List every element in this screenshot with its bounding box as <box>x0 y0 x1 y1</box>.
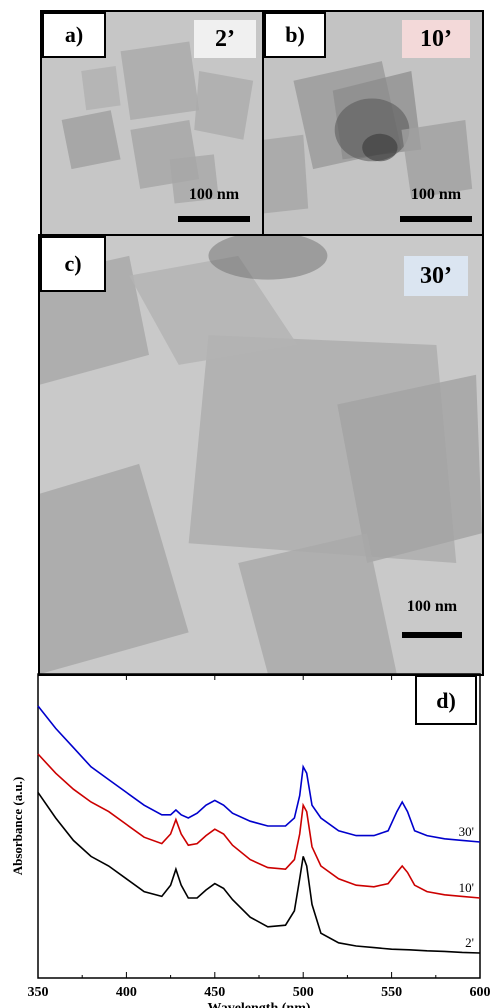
scale-bar-line-b <box>400 216 472 222</box>
absorbance-chart: 350 400 450 500 550 600 Wavelength (nm) Absorba… <box>10 673 491 1008</box>
series-label-0: 30' <box>459 824 474 839</box>
x-axis-label: Wavelength (nm) <box>207 1001 310 1008</box>
scale-bar-label-c: 100 nm <box>406 598 458 615</box>
panel-label-a: a) <box>42 12 106 58</box>
series-line-2 <box>37 791 481 954</box>
x-tick-label-4: 550 <box>381 985 402 1000</box>
panel-label-d-box <box>415 675 477 725</box>
plot-frame <box>37 673 481 979</box>
x-tick-label-0: 350 <box>28 985 49 1000</box>
scale-bar-label-a: 100 nm <box>188 186 240 203</box>
panel-label-c: c) <box>40 236 106 292</box>
time-label-c: 30’ <box>404 256 468 296</box>
time-label-b: 10’ <box>402 20 470 58</box>
tem-image-c <box>40 236 482 674</box>
x-tick-label-1: 400 <box>116 985 137 1000</box>
series-label-2: 2' <box>465 935 474 950</box>
series-label-1: 10' <box>459 880 474 895</box>
scale-bar-b: 100 nm <box>400 186 472 222</box>
scale-bar-line-a <box>178 216 250 222</box>
y-axis-label: Absorbance (a.u.) <box>10 777 25 876</box>
scale-bar-a: 100 nm <box>178 186 250 222</box>
scale-bar-line-c <box>402 632 462 638</box>
tem-panel-c: c) 30’ 100 nm <box>38 234 484 676</box>
time-label-a: 2’ <box>194 20 256 58</box>
panel-label-d: d) <box>436 688 456 713</box>
series-line-1 <box>37 753 481 899</box>
scale-bar-c: 100 nm <box>402 598 462 638</box>
x-tick-label-2: 450 <box>204 985 225 1000</box>
series-line-0 <box>37 705 481 843</box>
x-tick-label-3: 500 <box>293 985 314 1000</box>
tem-panel-b: b) 10’ 100 nm <box>262 10 484 236</box>
scale-bar-label-b: 100 nm <box>410 186 462 203</box>
panel-label-b: b) <box>264 12 326 58</box>
tem-panel-a: a) 2’ 100 nm <box>40 10 264 236</box>
x-tick-label-5: 600 <box>470 985 491 1000</box>
